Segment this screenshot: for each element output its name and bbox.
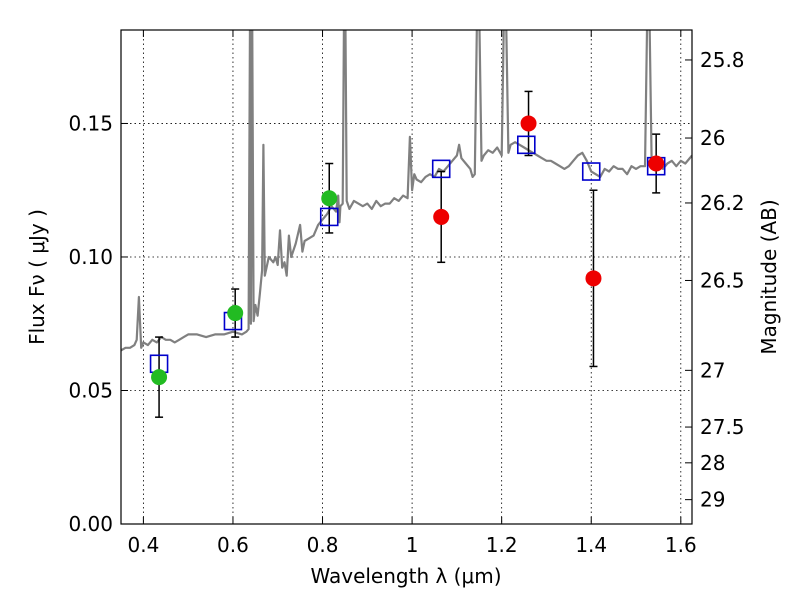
model-spectrum-line — [121, 30, 692, 352]
x-tick-label: 1.6 — [665, 533, 697, 557]
x-tick-label: 0.8 — [307, 533, 339, 557]
model-photometry-square — [319, 207, 339, 227]
error-bars-layer — [155, 90, 661, 418]
x-axis-label: Wavelength λ (μm) — [310, 564, 501, 588]
y2-tick-label: 28 — [700, 451, 725, 475]
y-axis-ticks: 0.00 0.05 0.10 0.15 — [68, 111, 128, 536]
x-tick-label: 1 — [406, 533, 419, 557]
y2-tick-label: 27 — [700, 358, 725, 382]
y-tick-label: 0.05 — [68, 378, 113, 402]
y-axis-label: Flux Fν ( μJy ) — [25, 209, 49, 345]
observed-nir-point — [520, 115, 537, 132]
x-axis-ticks: 0.4 0.6 0.8 1 1.2 1.4 1.6 — [127, 30, 697, 557]
model-spectrum-layer — [121, 30, 692, 352]
observed-nir-point — [585, 270, 602, 287]
y2-tick-label: 26.2 — [700, 191, 745, 215]
observed-photometry-layer — [151, 115, 665, 386]
model-photometry-square — [581, 162, 601, 181]
y-tick-label: 0.15 — [68, 111, 113, 135]
grid-lines — [121, 30, 692, 525]
observed-optical-point — [227, 305, 244, 322]
observed-nir-point — [648, 155, 665, 172]
observed-optical-point — [151, 369, 168, 386]
model-photometry-square — [516, 135, 536, 155]
x-tick-label: 1.4 — [575, 533, 607, 557]
y2-tick-label: 29 — [700, 488, 725, 512]
y-tick-label: 0.10 — [68, 245, 113, 269]
x-tick-label: 1.2 — [486, 533, 518, 557]
y2-tick-label: 26 — [700, 126, 725, 150]
observed-optical-point — [321, 190, 338, 207]
y2-tick-label: 27.5 — [700, 415, 745, 439]
model-photometry-square — [431, 159, 451, 179]
x-tick-label: 0.4 — [127, 533, 159, 557]
y-tick-label: 0.00 — [68, 512, 113, 536]
y2-tick-label: 25.8 — [700, 48, 745, 72]
y2-axis-label: Magnitude (AB) — [757, 199, 781, 354]
observed-nir-point — [433, 208, 450, 225]
x-tick-label: 0.6 — [217, 533, 249, 557]
y2-axis-ticks: 25.8 26 26.2 26.5 27 27.5 28 29 — [685, 48, 745, 512]
y2-tick-label: 26.5 — [700, 268, 745, 292]
plot-frame — [120, 29, 693, 525]
